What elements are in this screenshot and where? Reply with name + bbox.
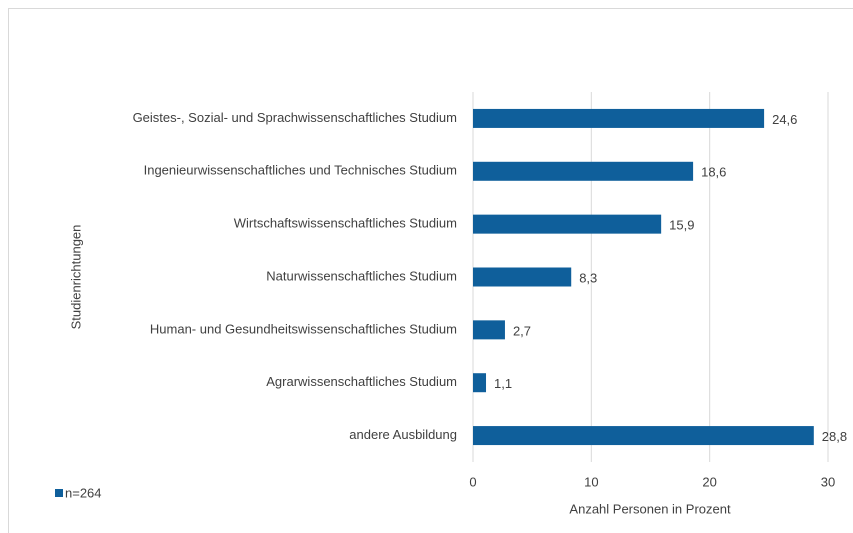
bar bbox=[473, 161, 694, 181]
y-tick-label: Wirtschaftswissenschaftliches Studium bbox=[234, 216, 457, 231]
bar bbox=[473, 426, 814, 446]
chart-border bbox=[8, 8, 853, 533]
y-tick-label: andere Ausbildung bbox=[349, 427, 457, 442]
bar bbox=[473, 108, 765, 128]
bar bbox=[473, 267, 572, 287]
value-label: 2,7 bbox=[513, 323, 531, 338]
bar bbox=[473, 214, 662, 234]
bar bbox=[473, 373, 487, 393]
y-tick-label: Naturwissenschaftliches Studium bbox=[266, 268, 457, 283]
y-tick-label: Ingenieurwissenschaftliches und Technisc… bbox=[144, 163, 457, 178]
x-tick-label: 20 bbox=[702, 474, 716, 489]
y-tick-label: Agrarwissenschaftliches Studium bbox=[266, 374, 457, 389]
value-label: 8,3 bbox=[579, 270, 597, 285]
y-tick-label: Geistes-, Sozial- und Sprachwissenschaft… bbox=[133, 110, 457, 125]
x-tick-label: 10 bbox=[584, 474, 598, 489]
legend-label: n=264 bbox=[65, 485, 102, 500]
value-label: 18,6 bbox=[701, 165, 726, 180]
value-label: 1,1 bbox=[494, 376, 512, 391]
x-tick-label: 30 bbox=[821, 474, 835, 489]
bar bbox=[473, 320, 505, 340]
value-label: 24,6 bbox=[772, 112, 797, 127]
value-label: 28,8 bbox=[822, 429, 847, 444]
value-label: 15,9 bbox=[669, 218, 694, 233]
x-axis-title: Anzahl Personen in Prozent bbox=[569, 501, 731, 516]
y-axis-title: Studienrichtungen bbox=[68, 225, 83, 330]
y-tick-label: Human- und Gesundheitswissenschaftliches… bbox=[150, 321, 457, 336]
x-tick-label: 0 bbox=[469, 474, 476, 489]
legend-swatch bbox=[55, 489, 63, 497]
